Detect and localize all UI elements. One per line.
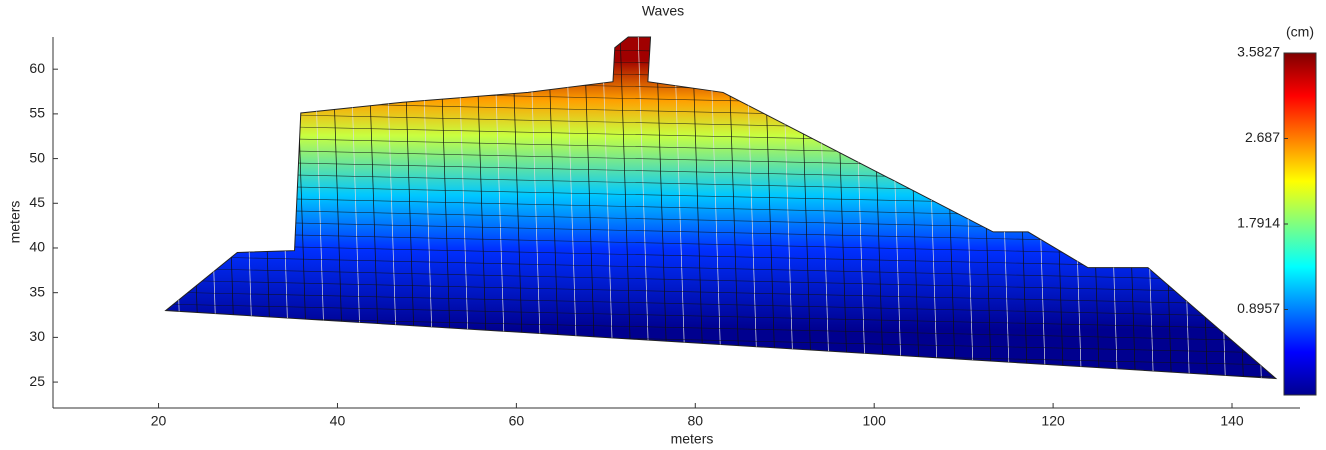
surface [164, 36, 1278, 380]
y-tick-label: 35 [29, 283, 45, 299]
colorbar-tick-label: 2.687 [1245, 129, 1280, 145]
colorbar-tick-label: 0.8957 [1237, 300, 1280, 316]
y-tick-label: 25 [29, 373, 45, 389]
mesh-line [709, 37, 723, 379]
colorbar-tick-label: 1.7914 [1237, 215, 1280, 231]
mesh-line [655, 37, 669, 379]
mesh-line [187, 37, 201, 379]
colorbar-label: (cm) [1286, 24, 1314, 40]
colorbar-tick-label: 3.5827 [1237, 44, 1280, 60]
mesh-line [259, 37, 273, 379]
mesh-line [673, 37, 687, 379]
x-tick-label: 140 [1220, 413, 1244, 429]
mesh-line [691, 37, 705, 379]
mesh-line [165, 279, 1276, 306]
x-tick-label: 20 [151, 413, 167, 429]
x-axis-label: meters [671, 431, 714, 447]
x-tick-label: 80 [687, 413, 703, 429]
mesh-line [165, 315, 1276, 342]
y-tick-label: 40 [29, 239, 45, 255]
y-tick-label: 45 [29, 194, 45, 210]
mesh-line [165, 303, 1276, 330]
y-tick-label: 55 [29, 105, 45, 121]
mesh-line [223, 37, 237, 379]
colorbar [1283, 52, 1317, 396]
mesh-line [165, 51, 1276, 78]
mesh-line [241, 37, 255, 379]
mesh-line [277, 37, 291, 379]
x-tick-label: 120 [1041, 413, 1065, 429]
mesh-line [160, 388, 1280, 413]
mesh-line [165, 375, 1276, 379]
mesh-line [637, 37, 651, 379]
y-tick-label: 50 [29, 149, 45, 165]
x-tick-label: 100 [863, 413, 887, 429]
x-tick-label: 40 [330, 413, 346, 429]
mesh-line [169, 37, 183, 379]
mesh-line [205, 37, 219, 379]
mesh-line [165, 63, 1276, 90]
y-tick-label: 30 [29, 328, 45, 344]
y-tick-label: 60 [29, 60, 45, 76]
y-axis-label: meters [7, 201, 23, 244]
mesh-line [165, 267, 1276, 294]
chart-title: Waves [642, 3, 684, 19]
mesh-line [165, 255, 1276, 282]
mesh-line [165, 291, 1276, 318]
x-tick-label: 60 [509, 413, 525, 429]
mesh-line [165, 39, 1276, 66]
